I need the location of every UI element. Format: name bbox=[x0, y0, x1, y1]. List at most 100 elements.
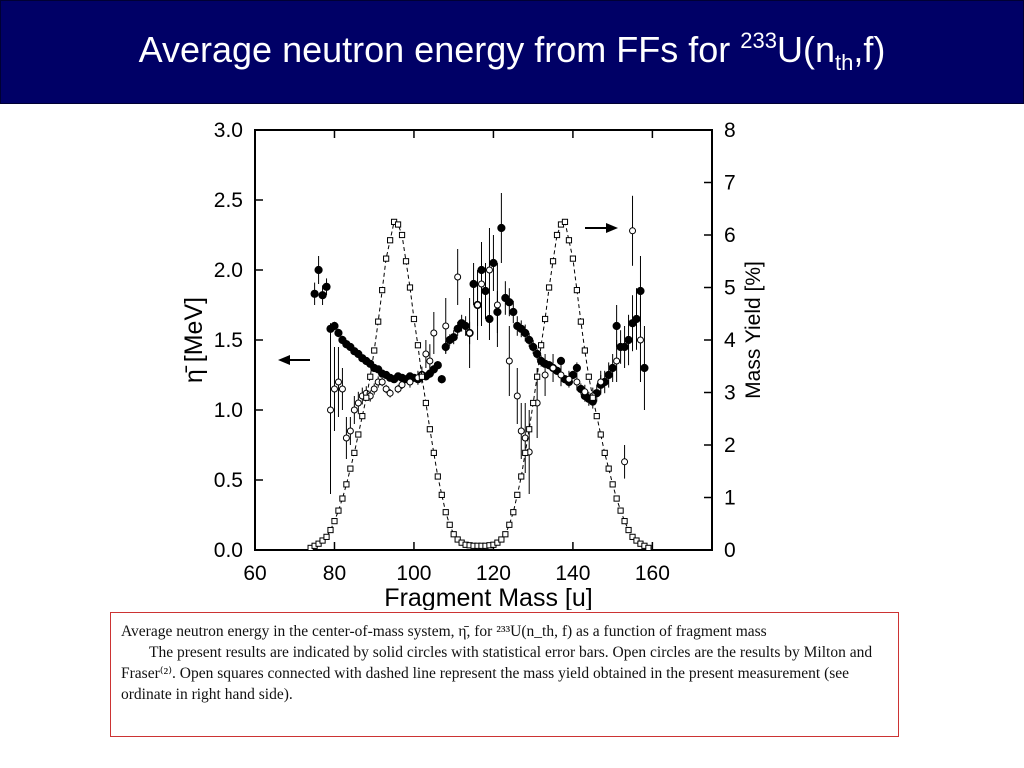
present-result-point bbox=[505, 298, 514, 307]
mass-yield-point bbox=[609, 481, 616, 488]
figure-caption: Average neutron energy in the center-of-… bbox=[110, 612, 899, 737]
milton-fraser-point bbox=[474, 301, 482, 309]
mass-yield-point bbox=[506, 521, 513, 528]
mass-yield-point bbox=[518, 473, 525, 480]
title-bar bbox=[0, 0, 1024, 104]
mass-yield-point bbox=[315, 540, 322, 547]
mass-yield-point bbox=[617, 507, 624, 514]
mass-yield-point bbox=[319, 537, 326, 544]
mass-yield-point bbox=[430, 449, 437, 456]
mass-yield-point bbox=[422, 399, 429, 407]
mass-yield-point bbox=[438, 491, 445, 498]
mass-yield-point bbox=[371, 347, 378, 354]
x-tick-label: 140 bbox=[555, 562, 590, 585]
milton-fraser-point bbox=[378, 378, 386, 386]
present-result-point bbox=[433, 361, 442, 370]
caption-line-2: The present results are indicated by sol… bbox=[121, 644, 873, 703]
milton-fraser-point bbox=[557, 371, 565, 379]
mass-yield-point bbox=[343, 481, 350, 488]
present-result-point bbox=[509, 307, 518, 317]
milton-fraser-point bbox=[334, 378, 342, 386]
milton-fraser-point bbox=[330, 385, 338, 393]
present-result-point bbox=[556, 356, 566, 366]
mass-yield-point bbox=[534, 373, 541, 380]
milton-fraser-point bbox=[573, 378, 581, 386]
y2-tick-label: 6 bbox=[724, 224, 736, 247]
y2-axis-label: Mass Yield [%] bbox=[742, 261, 765, 399]
present-result-point bbox=[572, 363, 581, 373]
mass-yield-point bbox=[569, 255, 577, 262]
mass-yield-point bbox=[593, 413, 600, 420]
present-result-point bbox=[632, 314, 641, 324]
caption-line-1: Average neutron energy in the center-of-… bbox=[121, 623, 767, 640]
milton-fraser-point bbox=[478, 280, 486, 288]
mass-yield-point bbox=[565, 237, 573, 244]
mass-yield-point bbox=[561, 218, 569, 225]
present-result-point bbox=[636, 286, 645, 296]
milton-fraser-point bbox=[398, 381, 406, 389]
mass-yield-point bbox=[402, 258, 410, 265]
present-result-point bbox=[533, 349, 542, 359]
present-result-point bbox=[489, 258, 498, 268]
mass-yield-point bbox=[625, 526, 632, 534]
present-result-point bbox=[437, 375, 446, 384]
milton-fraser-point bbox=[485, 266, 493, 274]
milton-fraser-point bbox=[370, 385, 378, 393]
milton-fraser-point bbox=[430, 329, 438, 337]
mass-yield-point bbox=[379, 287, 386, 294]
milton-fraser-point bbox=[517, 427, 525, 435]
mass-yield-point bbox=[494, 539, 501, 546]
milton-fraser-point bbox=[636, 336, 644, 344]
present-result-point bbox=[640, 363, 649, 373]
mass-yield-point bbox=[339, 495, 346, 502]
mass-yield-point bbox=[394, 221, 402, 228]
mass-yield-point bbox=[426, 426, 433, 433]
mass-yield-point bbox=[510, 509, 517, 516]
x-tick-label: 60 bbox=[243, 562, 266, 585]
mass-yield-point bbox=[434, 473, 441, 480]
mass-yield-point bbox=[522, 449, 529, 456]
present-result-point bbox=[485, 314, 494, 324]
present-result-point bbox=[604, 370, 613, 380]
mass-yield-point bbox=[629, 533, 636, 540]
milton-fraser-point bbox=[426, 357, 434, 365]
milton-fraser-point bbox=[327, 406, 335, 414]
mass-yield-point bbox=[502, 531, 509, 538]
milton-fraser-point bbox=[581, 388, 589, 396]
mass-yield-point bbox=[538, 342, 545, 349]
mass-yield-point bbox=[530, 399, 537, 407]
present-result-point bbox=[612, 321, 621, 331]
mass-yield-point bbox=[442, 509, 449, 516]
y-tick-label: 2.5 bbox=[214, 189, 243, 212]
mass-yield-point bbox=[545, 284, 553, 291]
present-result-point bbox=[314, 265, 323, 275]
mass-yield-point bbox=[526, 426, 533, 433]
milton-fraser-point bbox=[442, 322, 450, 330]
present-result-point bbox=[529, 342, 538, 352]
present-result-point bbox=[497, 223, 506, 233]
mass-yield-point bbox=[351, 449, 358, 456]
milton-fraser-point bbox=[386, 389, 394, 397]
milton-fraser-point bbox=[354, 399, 362, 407]
y-tick-label: 3.0 bbox=[214, 119, 243, 142]
mass-yield-point bbox=[375, 318, 382, 325]
x-tick-label: 80 bbox=[323, 562, 346, 585]
present-result-point bbox=[322, 282, 331, 291]
left-axis-arrow-head bbox=[278, 355, 290, 365]
mass-yield-point bbox=[323, 533, 330, 540]
x-tick-label: 100 bbox=[396, 562, 431, 585]
mass-yield-point bbox=[541, 315, 549, 323]
mass-yield-point bbox=[514, 491, 521, 498]
mass-yield-point bbox=[450, 531, 457, 538]
milton-fraser-point bbox=[565, 375, 573, 383]
milton-fraser-point bbox=[406, 378, 414, 386]
milton-fraser-point bbox=[597, 378, 605, 386]
y2-tick-label: 3 bbox=[724, 382, 736, 405]
mass-yield-point bbox=[621, 518, 628, 525]
mass-yield-point bbox=[387, 237, 394, 244]
milton-fraser-point bbox=[493, 301, 501, 309]
mass-yield-point bbox=[577, 318, 584, 325]
mass-yield-point bbox=[549, 258, 557, 265]
milton-fraser-point bbox=[513, 392, 521, 400]
present-result-point bbox=[525, 335, 534, 345]
